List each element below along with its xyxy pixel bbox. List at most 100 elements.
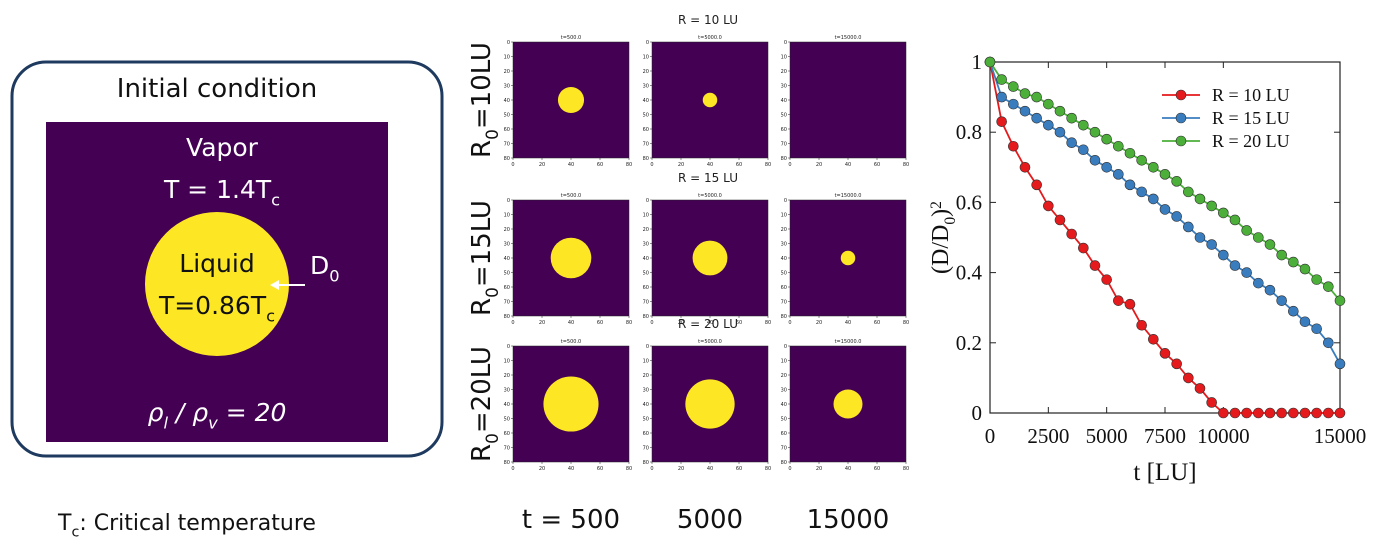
image-tick-label: 10 [504,55,510,61]
image-tick-label: 0 [646,40,649,46]
figure: Initial condition Vapor Liquid T = 1.4Tc… [0,0,1389,541]
image-tick-label: 80 [504,460,510,466]
panel-title: t=5000.0 [698,35,722,41]
data-point [1032,92,1042,102]
panel-title: t=15000.0 [835,339,862,345]
data-point [1148,334,1158,344]
data-point [1335,408,1345,418]
y-axis-label-part: 0 [942,217,959,225]
image-tick-label: 70 [643,300,649,306]
diameter-label-part: D [310,251,329,280]
image-tick-label: 60 [874,466,880,472]
image-tick-label: 80 [765,162,771,168]
image-tick-label: 60 [781,285,787,291]
image-tick-label: 20 [539,466,545,472]
data-point [1055,106,1065,116]
data-point [1288,257,1298,267]
image-tick-label: 0 [507,344,510,350]
data-point [1195,233,1205,243]
data-point [1312,275,1322,285]
data-point [1043,201,1053,211]
image-tick-label: 40 [643,256,649,262]
data-point [997,117,1007,127]
image-tick-label: 20 [539,320,545,326]
y-tick-label: 0 [972,401,983,425]
row-label-part: =15LU [467,200,497,287]
image-tick-label: 40 [781,256,787,262]
image-tick-label: 30 [643,388,649,394]
image-tick-label: 10 [504,359,510,365]
data-point [1218,408,1228,418]
image-tick-label: 50 [781,113,787,119]
image-tick-label: 40 [504,98,510,104]
y-tick-label: 0.2 [956,331,982,355]
image-tick-label: 40 [707,466,713,472]
data-point [1078,243,1088,253]
data-point [1300,408,1310,418]
diameter-label-part: 0 [329,267,339,286]
image-tick-label: 60 [781,127,787,133]
image-tick-label: 40 [568,162,574,168]
image-tick-label: 20 [643,373,649,379]
data-point [1172,359,1182,369]
row-label-part: 0 [482,433,502,444]
image-tick-label: 60 [504,285,510,291]
image-tick-label: 60 [781,431,787,437]
image-tick-label: 80 [626,466,632,472]
panel-title: t=500.0 [561,339,581,345]
row-label: R0=10LU [467,42,502,158]
droplet [834,390,863,419]
image-tick-label: 60 [504,431,510,437]
y-tick-label: 0.4 [956,261,983,285]
data-point [1265,408,1275,418]
image-tick-label: 20 [504,373,510,379]
image-tick-label: 70 [643,142,649,148]
data-point [1323,408,1333,418]
image-tick-label: 60 [736,162,742,168]
data-point [1183,373,1193,383]
image-tick-label: 0 [511,320,514,326]
x-tick-label: 2500 [1027,424,1069,448]
data-point [1125,299,1135,309]
image-tick-label: 40 [504,256,510,262]
image-tick-label: 60 [597,466,603,472]
image-tick-label: 80 [765,320,771,326]
data-point [1078,145,1088,155]
image-tick-label: 0 [511,162,514,168]
data-point [1160,169,1170,179]
panel-title: t=500.0 [561,35,581,41]
droplet [685,379,734,428]
image-tick-label: 0 [784,40,787,46]
panel-title: t=15000.0 [835,35,862,41]
row-label-part: =20LU [467,346,497,433]
data-point [1090,155,1100,165]
image-tick-label: 20 [643,69,649,75]
image-tick-label: 80 [626,162,632,168]
data-point [1172,211,1182,221]
data-point [997,92,1007,102]
image-tick-label: 50 [643,271,649,277]
image-tick-label: 0 [507,198,510,204]
image-tick-label: 80 [643,460,649,466]
image-tick-label: 80 [903,320,909,326]
image-tick-label: 60 [643,127,649,133]
image-tick-label: 0 [646,344,649,350]
image-tick-label: 60 [736,466,742,472]
x-tick-label: 15000 [1314,424,1367,448]
image-tick-label: 80 [781,460,787,466]
image-tick-label: 30 [781,242,787,248]
data-point [1312,324,1322,334]
data-point [1300,264,1310,274]
image-tick-label: 0 [788,466,791,472]
image-tick-label: 50 [781,417,787,423]
legend-marker [1176,90,1186,100]
image-tick-label: 40 [845,320,851,326]
image-tick-label: 10 [643,359,649,365]
data-point [1102,134,1112,144]
y-axis-label-part: (D/D [928,225,954,274]
data-point [1032,113,1042,123]
image-tick-label: 80 [781,314,787,320]
image-tick-label: 60 [643,285,649,291]
data-point [1078,120,1088,130]
droplet [551,238,592,279]
